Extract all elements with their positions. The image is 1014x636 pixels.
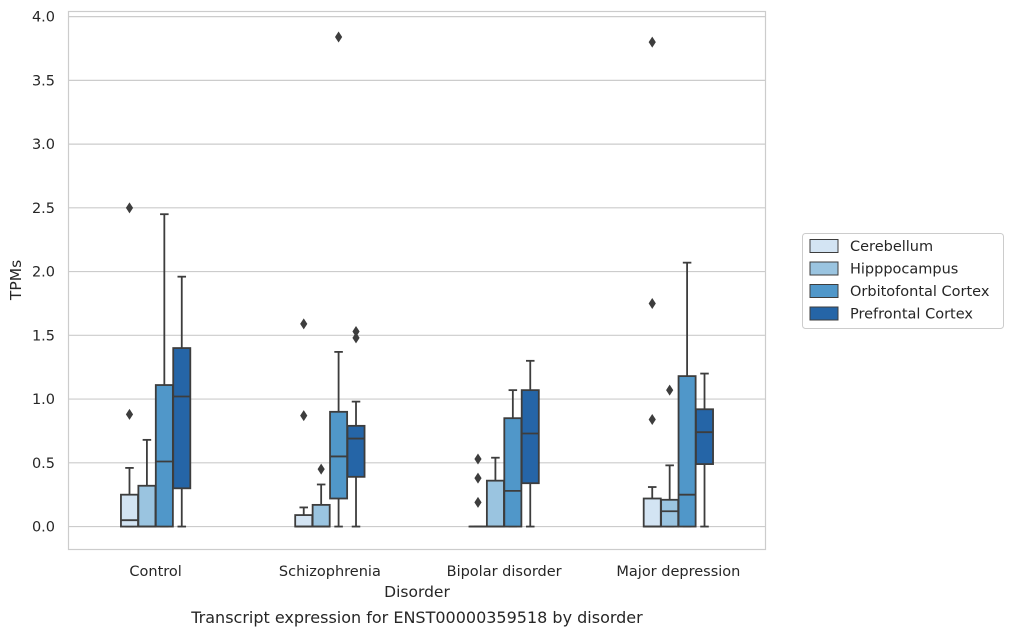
outlier-point xyxy=(648,297,656,309)
box xyxy=(485,456,505,528)
box xyxy=(154,213,174,528)
x-tick-label: Control xyxy=(129,564,181,580)
box-body xyxy=(503,417,523,528)
box xyxy=(695,372,714,528)
legend: Cerebellum Hipppocampus Orbitofontal Corte… xyxy=(802,233,1004,329)
box-body xyxy=(172,347,192,490)
box-body xyxy=(154,384,174,528)
y-tick-label: 3.0 xyxy=(32,137,55,153)
box-body xyxy=(294,514,314,528)
legend-label: Hipppocampus xyxy=(850,262,958,278)
box-body xyxy=(346,424,366,478)
box xyxy=(137,438,157,528)
box xyxy=(520,359,540,528)
y-tick-label: 1.0 xyxy=(32,392,55,408)
y-tick-label: 2.0 xyxy=(32,265,55,281)
legend-swatch xyxy=(809,284,839,298)
box xyxy=(642,36,662,528)
box-marks xyxy=(120,31,714,528)
box-body xyxy=(329,410,349,500)
y-tick-label: 1.5 xyxy=(32,328,55,344)
x-tick-label: Major depression xyxy=(616,564,740,580)
outlier-point xyxy=(300,318,308,330)
box-body xyxy=(695,408,714,465)
box xyxy=(660,384,680,528)
box xyxy=(503,389,523,528)
x-tick-label: Bipolar disorder xyxy=(447,564,562,580)
outlier-point xyxy=(300,410,308,422)
legend-swatch xyxy=(809,239,839,253)
y-tick-label: 0.0 xyxy=(32,520,55,536)
box xyxy=(294,318,314,528)
x-axis-title: Disorder xyxy=(384,583,450,601)
outlier-point xyxy=(352,325,360,337)
outlier-point xyxy=(474,496,482,508)
outlier-point xyxy=(648,413,656,425)
x-tick-label: Schizophrenia xyxy=(279,564,381,580)
box-body xyxy=(660,498,680,528)
legend-swatch xyxy=(809,261,839,276)
outlier-point xyxy=(125,408,134,420)
outlier-point xyxy=(474,453,482,465)
legend-swatch xyxy=(809,306,839,321)
box-body xyxy=(642,497,662,528)
box xyxy=(311,463,331,528)
legend-label: Prefrontal Cortex xyxy=(850,307,973,323)
outlier-point xyxy=(666,384,674,396)
outlier-point xyxy=(334,31,343,43)
y-tick-label: 0.5 xyxy=(32,456,55,472)
y-tick-label: 2.5 xyxy=(32,201,55,217)
chart-caption: Transcript expression for ENST0000035951… xyxy=(190,608,643,627)
box xyxy=(172,275,192,528)
legend-label: Cerebellum xyxy=(850,239,933,255)
box xyxy=(346,325,366,528)
x-tick-labels: Control Schizophrenia Bipolar disorder Majo… xyxy=(129,564,740,580)
y-axis-title: TPMs xyxy=(7,260,25,301)
outlier-point xyxy=(648,36,656,48)
box xyxy=(468,453,488,528)
box xyxy=(120,202,139,528)
outlier-point xyxy=(317,463,325,475)
box-body xyxy=(520,389,540,485)
box xyxy=(677,261,697,528)
legend-frame xyxy=(802,233,1004,329)
outlier-point xyxy=(352,332,360,344)
box-body xyxy=(311,503,331,528)
plot-frame xyxy=(67,10,767,551)
y-tick-label: 3.5 xyxy=(32,73,55,89)
outlier-point xyxy=(474,472,482,484)
outlier-point xyxy=(125,202,134,214)
box-body xyxy=(137,484,157,528)
box-body xyxy=(485,479,505,528)
y-tick-label: 4.0 xyxy=(32,10,55,26)
box-body xyxy=(677,375,697,528)
box xyxy=(329,31,349,528)
legend-label: Orbitofontal Cortex xyxy=(850,284,990,300)
y-tick-labels: 0.0 0.5 1.0 1.5 2.0 2.5 3.0 3.5 4.0 xyxy=(32,10,55,536)
box-body xyxy=(120,493,139,528)
